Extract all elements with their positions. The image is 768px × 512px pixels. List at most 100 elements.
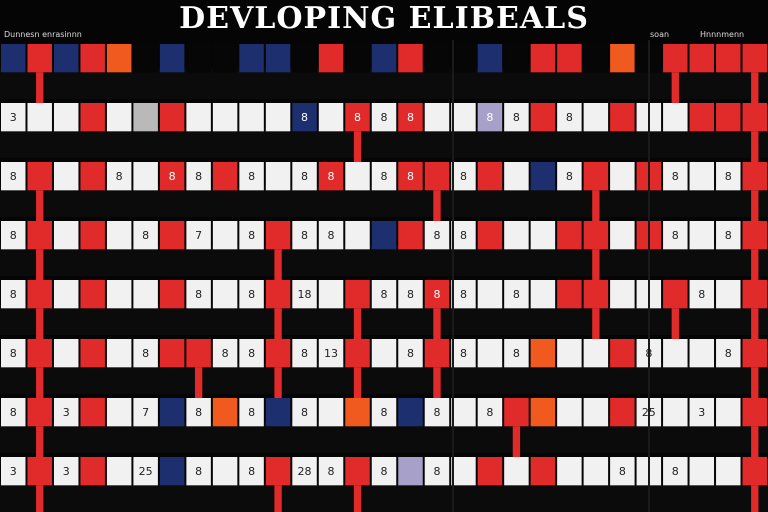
board-card	[610, 162, 635, 191]
board-card	[451, 162, 476, 191]
board-card	[477, 221, 503, 250]
board-card	[345, 280, 370, 309]
board-card-strip	[36, 367, 44, 398]
board-card-label: 8	[10, 288, 17, 301]
board-card	[742, 103, 767, 132]
board-card-strip	[36, 72, 44, 103]
board-card-strip	[353, 131, 362, 162]
board-card	[106, 280, 132, 309]
board-card	[504, 221, 529, 250]
board-card-label: 3	[698, 406, 705, 419]
board-card	[557, 280, 582, 309]
board-card	[318, 280, 344, 309]
board-card-strip	[751, 72, 759, 103]
board-card-label: 7	[195, 229, 202, 242]
board-card	[159, 398, 185, 427]
board-card	[451, 339, 476, 368]
board-card	[398, 398, 423, 427]
board-card	[689, 44, 715, 73]
board-shelf	[0, 127, 768, 158]
board-card	[663, 280, 688, 309]
board-card	[451, 44, 476, 73]
board-card	[742, 457, 767, 486]
board-card	[424, 221, 450, 250]
board-card-label: 8	[433, 288, 440, 301]
board-card	[504, 398, 529, 427]
board-card	[424, 162, 450, 191]
board-card	[292, 44, 317, 73]
board-card	[583, 103, 609, 132]
board-card-label: 8	[10, 406, 17, 419]
board-card-strip	[751, 190, 759, 221]
board-card-label: 8	[248, 347, 255, 360]
board-card	[583, 44, 609, 73]
board-card	[265, 44, 291, 73]
board-card	[398, 457, 423, 486]
board-card	[27, 221, 52, 250]
board-card	[212, 162, 238, 191]
board-card	[716, 221, 741, 250]
board-card	[583, 162, 609, 191]
board-card	[504, 457, 529, 486]
board-card-strip	[671, 72, 679, 103]
board-card	[265, 221, 291, 250]
board-card	[159, 103, 185, 132]
board-card-label: 28	[298, 465, 312, 478]
board-card	[159, 44, 185, 73]
board-shelf	[0, 186, 768, 217]
board-card	[1, 103, 26, 132]
board-card	[477, 457, 503, 486]
board-card	[424, 339, 450, 368]
board-card	[689, 398, 715, 427]
board-card	[716, 162, 741, 191]
board-card-label: 8	[407, 170, 414, 183]
board-card-label: 8	[725, 229, 732, 242]
board-card-label: 8	[248, 170, 255, 183]
board-card-label: 8	[10, 229, 17, 242]
board-card-label: 8	[301, 170, 308, 183]
board-card	[80, 339, 105, 368]
board-card	[504, 339, 529, 368]
board-shelf	[0, 481, 768, 512]
board-card	[186, 221, 211, 250]
board-card	[371, 398, 397, 427]
board-card-label: 8	[407, 111, 414, 124]
board-card-label: 8	[328, 229, 335, 242]
board-shelf	[0, 363, 768, 394]
board-card	[159, 280, 185, 309]
board-card	[133, 339, 158, 368]
board-card	[477, 44, 503, 73]
board-card	[265, 339, 291, 368]
board-card	[530, 221, 556, 250]
board-card	[689, 280, 715, 309]
board-card	[292, 398, 317, 427]
board-card	[27, 162, 52, 191]
board-card-strip	[353, 367, 362, 398]
board-card	[239, 457, 264, 486]
board-card-strip	[751, 426, 759, 457]
board-card-strip	[274, 249, 282, 280]
board-card-strip	[36, 190, 44, 221]
board-card	[424, 398, 450, 427]
card-board: 3 8 8 8 8 8 8 8 8 8 8 8 8 8 8 8 8 8 8 8 8 8 8 7 8 8 8 8 8 8 8 8 8 8 18 8 8 8 8…	[0, 40, 768, 512]
board-card	[371, 221, 397, 250]
board-card	[530, 457, 556, 486]
board-card	[186, 457, 211, 486]
board-card	[318, 44, 344, 73]
board-card	[239, 280, 264, 309]
board-card	[530, 162, 556, 191]
board-card-label: 8	[248, 229, 255, 242]
board-card-strip	[36, 308, 44, 339]
board-card	[583, 221, 609, 250]
board-card	[504, 280, 529, 309]
board-card	[1, 280, 26, 309]
board-card	[345, 44, 370, 73]
board-card	[610, 103, 635, 132]
board-card-strip	[36, 485, 44, 512]
board-card	[80, 398, 105, 427]
board-card-strip	[751, 367, 759, 398]
board-card	[716, 103, 741, 132]
board-card	[398, 162, 423, 191]
board-card-label: 18	[298, 288, 312, 301]
board-card	[504, 162, 529, 191]
